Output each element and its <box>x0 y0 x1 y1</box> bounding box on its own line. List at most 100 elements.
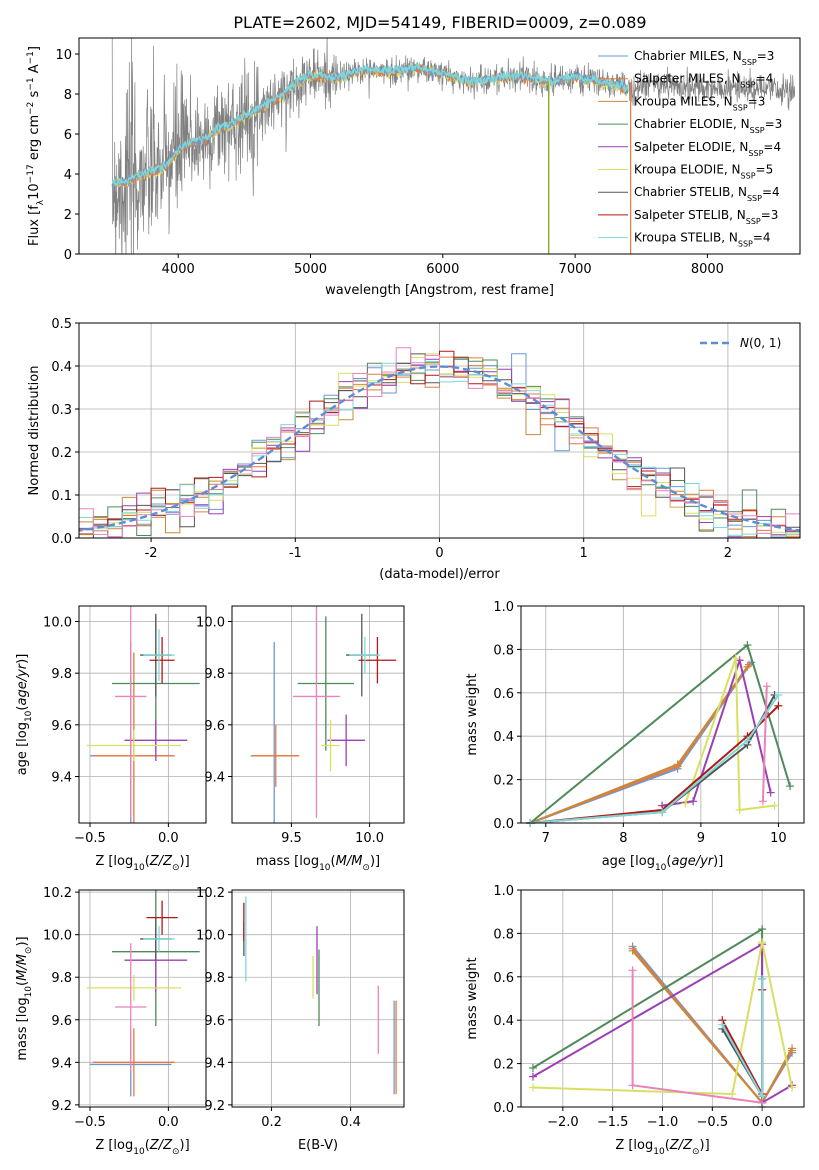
y-axis-label: mass [log10(M/M⊙)] <box>15 936 34 1060</box>
error-bars <box>86 890 200 1097</box>
y-tick-label: 1.0 <box>493 600 514 615</box>
y-tick-label: 9.4 <box>51 771 72 786</box>
y-axis-label-part: age/yr <box>15 662 30 705</box>
y-tick-label: 0.4 <box>493 730 514 745</box>
y-tick-label: 9.4 <box>51 1056 72 1071</box>
x-axis-label-part: ⊙ <box>172 1147 180 1157</box>
x-axis-label-part: M/M <box>336 854 363 869</box>
legend-label-value: =3 <box>765 117 783 131</box>
legend-label-sub: SSP <box>742 58 757 67</box>
data-spectrum <box>111 38 796 254</box>
legend-label-value: =4 <box>763 140 781 154</box>
y-axis-label-part: −1 <box>26 77 36 90</box>
x-axis-label-part: wavelength [Angstrom, rest frame] <box>325 283 554 298</box>
x-axis-label-part: ⊙ <box>692 1147 700 1157</box>
y-tick-label: 10.0 <box>43 929 72 944</box>
y-tick-label: 4 <box>64 168 72 183</box>
legend-label-sub: SSP <box>741 171 756 180</box>
legend-label: Kroupa MILES, NSSP=3 <box>634 94 765 112</box>
weight-line <box>661 656 772 807</box>
x-axis-label-part: 10 <box>653 1147 665 1157</box>
x-axis-label: mass [log10(M/M⊙)] <box>256 854 380 873</box>
gridlines <box>79 606 206 823</box>
y-tick-label: 1.0 <box>493 884 514 899</box>
x-axis-label-part: 10 <box>133 863 145 873</box>
panel-5: −0.5 0.09.29.49.69.810.010.2Z [log10(Z/Z⊙… <box>15 886 207 1157</box>
y-tick-label: 0.1 <box>51 489 72 504</box>
y-tick-label: 9.8 <box>204 971 225 986</box>
y-tick-label: 10.0 <box>43 616 72 631</box>
panel-7: −2.0 −1.5 −1.0 −0.5 0.0 0.0 0.2 0.4 0.6 0.8 1.0 Z [… <box>465 884 805 1157</box>
x-axis-label-part: ⊙ <box>172 863 180 873</box>
error-bars <box>86 606 200 823</box>
y-tick-label: 8 <box>64 88 72 103</box>
legend-label-sub: SSP <box>741 80 756 89</box>
y-tick-label: 9.8 <box>204 667 225 682</box>
x-axis-label-part: Z/Z <box>149 1138 173 1153</box>
legend-label-value: =4 <box>762 185 780 199</box>
x-tick-label: −0.5 <box>697 1115 729 1130</box>
x-tick-label: 9 <box>697 831 705 846</box>
x-tick-label: -2 <box>145 546 158 561</box>
x-tick-label: 8 <box>619 831 627 846</box>
y-axis-label-part: erg cm <box>27 115 42 164</box>
x-tick-label: 1 <box>580 546 588 561</box>
gridlines <box>232 890 404 1107</box>
y-axis-label: age [log10(age/yr)] <box>15 654 34 776</box>
y-tick-label: 0.2 <box>493 774 514 789</box>
x-axis-label-part: Z/Z <box>669 1138 693 1153</box>
weight-lines <box>528 925 797 1111</box>
y-tick-label: 0.0 <box>493 1101 514 1116</box>
y-axis-label-part: −17 <box>26 164 36 183</box>
x-axis-label-part: Z [log <box>615 1138 653 1153</box>
weight-lines <box>526 641 795 827</box>
y-tick-label: 0.2 <box>493 1058 514 1073</box>
x-axis-label-part: 10 <box>133 1147 145 1157</box>
y-axis-label-part: −1 <box>26 51 36 64</box>
spectrum-lines <box>111 38 796 254</box>
y-axis-label-part: M/M <box>15 954 30 981</box>
weight-line <box>761 686 768 802</box>
x-axis-label-part: ⊙ <box>362 863 370 873</box>
x-tick-label: −1.0 <box>647 1115 679 1130</box>
legend-label-sub: SSP <box>748 148 763 157</box>
legend-label-value: =3 <box>757 49 775 63</box>
y-axis-label-part: s <box>27 90 42 101</box>
y-tick-label: 9.4 <box>204 771 225 786</box>
y-axis-label-part: )] <box>15 936 30 946</box>
legend-label-base: Kroupa MILES, N <box>634 94 733 108</box>
y-axis-label-part: 10 <box>27 183 42 200</box>
legend-label-value: =4 <box>756 72 774 86</box>
y-axis-label-part: ] <box>27 46 42 51</box>
y-axis-label-part: )] <box>15 654 30 664</box>
y-tick-label: 9.8 <box>51 667 72 682</box>
x-tick-label: 6000 <box>426 262 459 277</box>
y-tick-label: 10.0 <box>196 929 225 944</box>
x-axis-label-part: )] <box>180 1138 190 1153</box>
x-axis-label-part: (data-model)/error <box>379 567 500 582</box>
legend-label-base: Kroupa ELODIE, N <box>634 163 741 177</box>
x-axis-label: Z [log10(Z/Z⊙)] <box>95 1138 189 1157</box>
x-axis-label: E(B-V) <box>298 1138 338 1153</box>
y-tick-label: 9.6 <box>51 1014 72 1029</box>
x-tick-label: −1.5 <box>597 1115 629 1130</box>
legend-label: Kroupa STELIB, NSSP=4 <box>634 231 771 249</box>
y-tick-label: 10.2 <box>43 886 72 901</box>
y-tick-label: 0.4 <box>493 1014 514 1029</box>
legend-label-sub: SSP <box>750 126 765 135</box>
y-tick-label: 2 <box>64 208 72 223</box>
panel-6: 0.2 0.4 9.2 9.4 9.6 9.8 10.0 10.2 E(B-V) <box>196 886 405 1153</box>
y-axis-label-part: ( <box>15 981 30 986</box>
y-axis-label-part: Normed distribution <box>27 366 42 496</box>
error-bars <box>250 606 397 823</box>
error-bars <box>243 896 397 1095</box>
x-axis-label-part: Z [log <box>95 854 133 869</box>
y-axis-label-part: Flux [f <box>27 205 42 246</box>
y-axis-label-part: −2 <box>26 102 36 115</box>
y-tick-label: 0.6 <box>493 971 514 986</box>
y-tick-label: 10 <box>55 48 72 63</box>
x-axis-label-part: )] <box>700 1138 710 1153</box>
x-tick-label: 8000 <box>691 262 724 277</box>
y-axis-label: mass weight <box>465 673 480 755</box>
y-tick-label: 9.6 <box>51 719 72 734</box>
